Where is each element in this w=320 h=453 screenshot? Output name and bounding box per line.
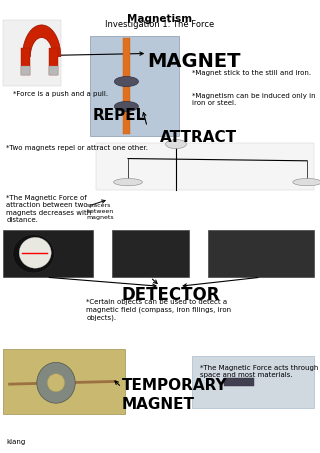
Polygon shape	[22, 25, 61, 57]
Text: *The Magnetic Force of
attraction between two
magnets decreases with
distance.: *The Magnetic Force of attraction betwee…	[6, 195, 92, 223]
Ellipse shape	[166, 140, 186, 149]
Ellipse shape	[47, 374, 65, 392]
Bar	[3, 20, 61, 86]
Bar	[224, 378, 254, 386]
Ellipse shape	[115, 77, 139, 87]
Bar	[208, 230, 314, 277]
Text: *Force is a push and a pull.: *Force is a push and a pull.	[13, 91, 108, 96]
Bar	[192, 356, 314, 408]
Text: TEMPORARY
MAGNET: TEMPORARY MAGNET	[122, 378, 227, 412]
Bar	[49, 48, 58, 75]
Bar	[112, 230, 189, 277]
Bar	[21, 48, 30, 75]
Bar	[49, 66, 58, 75]
Text: Magnetism: Magnetism	[127, 14, 193, 24]
Ellipse shape	[37, 362, 75, 403]
Text: *Certain objects can be used to detect a
magnetic field (compass, iron filings, : *Certain objects can be used to detect a…	[86, 299, 232, 321]
Text: DETECTOR: DETECTOR	[122, 286, 220, 304]
Bar	[21, 66, 30, 75]
Text: MAGNET: MAGNET	[147, 52, 241, 71]
Text: spacers
between
magnets: spacers between magnets	[86, 203, 114, 220]
Bar	[90, 36, 179, 136]
Text: klang: klang	[6, 439, 26, 445]
Text: REPEL: REPEL	[93, 108, 146, 123]
Text: Investigation 1: The Force: Investigation 1: The Force	[105, 20, 215, 29]
Ellipse shape	[293, 178, 320, 186]
Bar	[96, 143, 314, 190]
Bar	[123, 38, 130, 134]
Bar	[3, 349, 125, 414]
Ellipse shape	[115, 101, 139, 111]
Bar	[3, 230, 93, 277]
Text: *The Magnetic Force acts through
space and most materials.: *The Magnetic Force acts through space a…	[200, 365, 318, 378]
Ellipse shape	[114, 178, 142, 186]
Text: ATTRACT: ATTRACT	[160, 130, 237, 145]
Ellipse shape	[19, 237, 51, 268]
Text: *Magnet stick to the still and iron.: *Magnet stick to the still and iron.	[192, 70, 311, 76]
Text: *Two magnets repel or attract one other.: *Two magnets repel or attract one other.	[6, 145, 148, 151]
Ellipse shape	[13, 235, 54, 273]
Text: *Magnetism can be induced only in
iron or steel.: *Magnetism can be induced only in iron o…	[192, 93, 316, 106]
